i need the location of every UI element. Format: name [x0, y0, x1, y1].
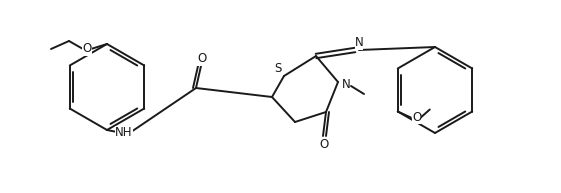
Text: O: O	[412, 111, 421, 124]
Text: S: S	[274, 62, 282, 74]
Text: O: O	[82, 42, 91, 56]
Text: N: N	[355, 36, 364, 49]
Text: NH: NH	[115, 125, 133, 139]
Text: O: O	[319, 137, 329, 151]
Text: N: N	[342, 79, 351, 91]
Text: O: O	[197, 52, 206, 65]
